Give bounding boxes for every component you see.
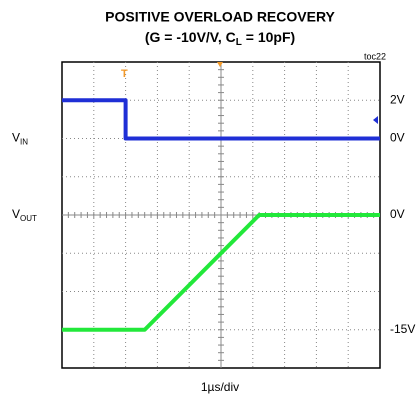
trace — [62, 98, 380, 141]
subtitle-part: (G = -10V/V, C — [145, 29, 236, 45]
note: toc22 — [364, 51, 386, 61]
subtitle-part: = 10pF) — [242, 29, 295, 45]
trace-name: V — [12, 207, 20, 221]
trace — [62, 213, 380, 332]
y-tick-label: 0V — [390, 131, 405, 145]
chart-title: POSITIVE OVERLOAD RECOVERY — [105, 9, 335, 25]
trace-label: VIN — [12, 131, 28, 147]
channel-marker — [373, 116, 378, 124]
trace-subscript: IN — [20, 138, 28, 147]
y-tick-label: -15V — [390, 322, 415, 336]
trace-subscript: OUT — [20, 214, 37, 223]
trigger-marker: T — [121, 68, 128, 80]
chart-subtitle: (G = -10V/V, CL = 10pF) — [145, 29, 295, 48]
y-tick-label: 0V — [390, 207, 405, 221]
trace-name: V — [12, 131, 20, 145]
trigger-position — [217, 62, 223, 67]
trace-label: VOUT — [12, 207, 37, 223]
subtitle-subscript: L — [236, 37, 242, 48]
y-tick-label: 2V — [390, 92, 405, 106]
x-axis-label: 1µs/div — [201, 380, 239, 394]
